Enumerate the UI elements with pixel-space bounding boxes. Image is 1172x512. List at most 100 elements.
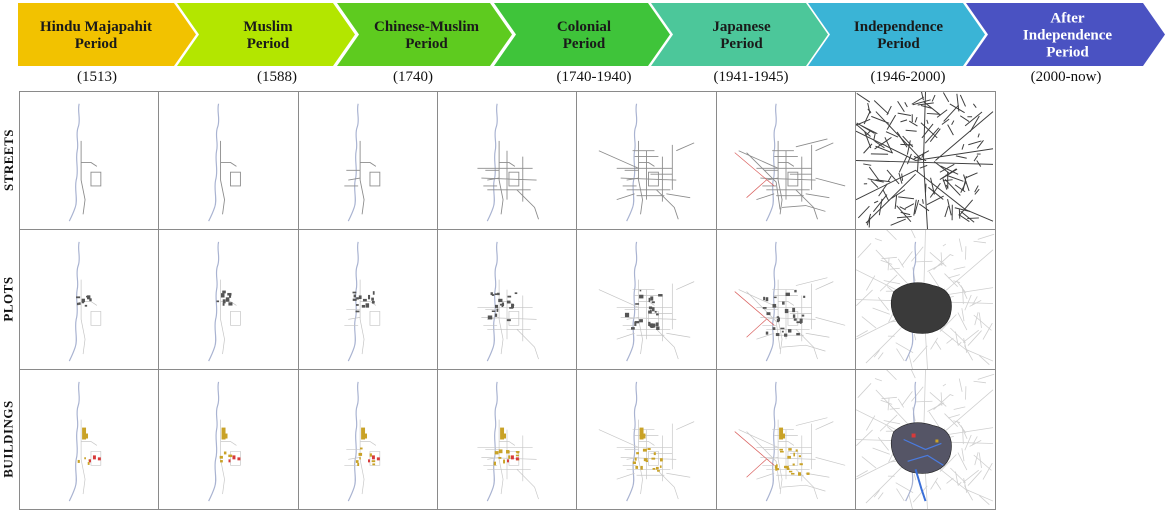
map-plots-1 xyxy=(19,229,159,370)
building-cluster-yellow xyxy=(219,427,233,463)
plot-blocks xyxy=(352,291,375,313)
period-name-name-line2: Independence xyxy=(1023,28,1113,44)
river-line xyxy=(347,103,359,222)
map-drawing xyxy=(734,241,846,362)
period-years: (1941-1945) xyxy=(713,69,789,85)
building-cluster-yellow xyxy=(632,427,663,472)
river-line xyxy=(626,241,638,362)
river-line xyxy=(347,381,359,502)
river-line xyxy=(765,103,777,222)
street-network xyxy=(598,279,695,360)
map-drawing xyxy=(208,381,241,502)
period-arrow-shape xyxy=(808,3,985,66)
street-network xyxy=(477,419,539,500)
river-line xyxy=(208,241,220,362)
dense-street-network xyxy=(856,370,995,509)
map-drawing xyxy=(68,103,102,222)
period-name-name-line1: After xyxy=(1050,11,1084,27)
building-cluster-yellow xyxy=(355,427,376,467)
river-line xyxy=(486,241,498,362)
plot-blocks xyxy=(216,290,233,306)
map-drawing xyxy=(734,381,846,502)
building-cluster-yellow xyxy=(774,427,810,476)
period-arrow-shape xyxy=(494,3,670,66)
period-name-name-line2: Period xyxy=(720,36,763,52)
dense-core xyxy=(890,422,952,502)
street-network xyxy=(80,140,102,215)
row-label-plots: PLOTS xyxy=(0,229,18,369)
map-buildings-3 xyxy=(298,369,438,510)
map-streets-7 xyxy=(855,91,996,230)
period-name-name-line2: Period xyxy=(247,36,290,52)
period-years: (1588) xyxy=(257,69,297,85)
map-buildings-1 xyxy=(19,369,159,510)
building-cluster-yellow xyxy=(77,427,91,465)
street-network xyxy=(344,419,381,495)
period-name-name-line2: Period xyxy=(877,36,920,52)
street-network xyxy=(80,279,102,355)
row-label-text: BUILDINGS xyxy=(1,400,16,478)
river-line xyxy=(208,381,220,502)
map-buildings-4 xyxy=(437,369,577,510)
river-line xyxy=(765,381,777,502)
map-drawing xyxy=(598,241,695,362)
row-label-text: PLOTS xyxy=(1,276,16,322)
period-arrow-shape xyxy=(18,3,196,66)
period-name-name-line1: Colonial xyxy=(557,19,611,35)
period-name-name-line3: Period xyxy=(1046,45,1089,61)
street-network xyxy=(598,140,695,220)
map-drawing xyxy=(734,103,846,222)
row-label-streets: STREETS xyxy=(0,91,18,229)
map-plots-6 xyxy=(716,229,856,370)
period-arrow-shape xyxy=(337,3,512,66)
map-streets-1 xyxy=(19,91,159,230)
map-buildings-5 xyxy=(576,369,717,510)
map-buildings-7 xyxy=(855,369,996,510)
period-name-name-line2: Period xyxy=(405,36,448,52)
street-network xyxy=(477,140,539,220)
map-streets-2 xyxy=(158,91,299,230)
map-streets-5 xyxy=(576,91,717,230)
map-streets-4 xyxy=(437,91,577,230)
period-name-name-line2: Period xyxy=(563,36,606,52)
river-line xyxy=(765,241,777,362)
map-streets-3 xyxy=(298,91,438,230)
map-streets-6 xyxy=(716,91,856,230)
map-drawing xyxy=(856,230,995,369)
map-plots-3 xyxy=(298,229,438,370)
map-drawing xyxy=(344,241,381,362)
period-years: (1740) xyxy=(393,69,433,85)
map-drawing xyxy=(477,241,539,362)
map-buildings-2 xyxy=(158,369,299,510)
map-drawing xyxy=(344,381,381,502)
period-years-row: (1513) (1588) (1740) (1740-1940) (1941-1945)… xyxy=(0,69,1172,91)
river-line xyxy=(347,241,359,362)
plot-blocks xyxy=(76,295,92,307)
building-cluster-red xyxy=(368,455,380,463)
street-network xyxy=(344,140,381,215)
period-years: (1740-1940) xyxy=(556,69,632,85)
period-name-name-line1: Hindu Majapahit xyxy=(40,19,152,35)
row-label-buildings: BUILDINGS xyxy=(0,369,18,509)
plot-blocks xyxy=(487,292,518,322)
building-cluster-red xyxy=(89,455,101,463)
river-line xyxy=(486,103,498,222)
river-line xyxy=(68,381,80,502)
period-timeline: Hindu MajapahitPeriodMuslimPeriodChinese… xyxy=(18,3,1165,66)
dense-street-network xyxy=(856,92,994,229)
plot-blocks xyxy=(762,289,806,337)
map-drawing xyxy=(477,103,539,222)
period-arrow-shape xyxy=(177,3,355,66)
map-drawing xyxy=(598,381,695,502)
street-network xyxy=(220,140,241,215)
period-name-name-line1: Independence xyxy=(854,19,944,35)
map-drawing xyxy=(344,103,381,222)
period-years: (1513) xyxy=(77,69,117,85)
period-name-name-line1: Japanese xyxy=(712,19,771,35)
map-drawing xyxy=(68,241,102,362)
